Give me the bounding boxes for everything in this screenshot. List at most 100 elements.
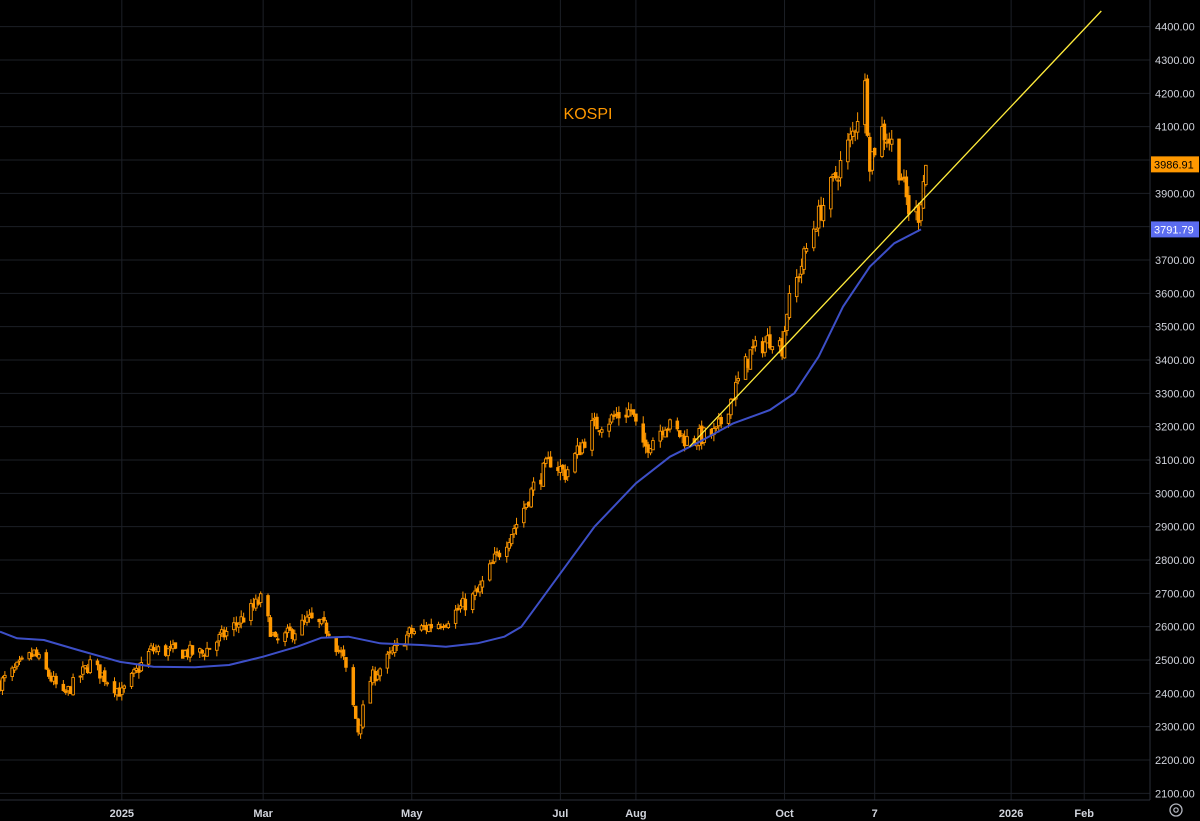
candle-body xyxy=(139,662,144,672)
y-tick-label: 3200.00 xyxy=(1155,422,1195,434)
trendline[interactable] xyxy=(689,10,1102,448)
candle-body xyxy=(361,704,365,728)
y-tick-label: 3700.00 xyxy=(1155,255,1195,267)
candle-body xyxy=(458,605,463,610)
chart-title: KOSPI xyxy=(564,106,613,123)
y-tick-label: 3900.00 xyxy=(1155,188,1195,200)
candle-body xyxy=(405,634,409,646)
candle-body xyxy=(224,631,229,637)
candle-body xyxy=(480,580,485,588)
candle-body xyxy=(846,139,850,163)
candle-body xyxy=(353,705,358,719)
candle-body xyxy=(799,265,804,275)
candle-body xyxy=(851,130,855,137)
candle-body xyxy=(924,164,928,186)
candle-body xyxy=(490,562,494,565)
last-price-label: 3986.91 xyxy=(1154,159,1194,171)
candle-body xyxy=(821,205,826,222)
candle-body xyxy=(897,138,901,181)
candle-body xyxy=(12,667,17,671)
candle-body xyxy=(505,546,509,557)
y-tick-label: 3100.00 xyxy=(1155,455,1195,467)
candle-body xyxy=(129,672,134,687)
candle-body xyxy=(283,632,287,642)
candle-body xyxy=(205,647,209,657)
candle-body xyxy=(305,616,309,623)
candle-body xyxy=(634,413,638,422)
y-tick-label: 2300.00 xyxy=(1155,722,1195,734)
moving-average-label-box xyxy=(1151,221,1199,238)
candle-body xyxy=(64,690,68,693)
x-tick-label: 2026 xyxy=(999,808,1023,820)
candle-body xyxy=(702,427,706,443)
y-tick-label: 4200.00 xyxy=(1155,88,1195,100)
candle-body xyxy=(714,426,719,429)
y-tick-label: 2900.00 xyxy=(1155,522,1195,534)
candle-body xyxy=(266,595,270,617)
candles xyxy=(0,73,928,739)
candle-body xyxy=(293,633,297,641)
candle-body xyxy=(838,160,843,179)
candle-body xyxy=(833,172,838,179)
candle-body xyxy=(453,609,458,624)
y-tick-label: 4400.00 xyxy=(1155,22,1195,34)
y-tick-label: 2400.00 xyxy=(1155,688,1195,700)
last-price-label-box xyxy=(1151,156,1199,173)
candle-body xyxy=(522,507,526,524)
candle-body xyxy=(641,423,645,443)
moving-average-line[interactable] xyxy=(0,228,922,669)
candle-body xyxy=(626,409,631,417)
y-tick-label: 2100.00 xyxy=(1155,788,1195,800)
candle-body xyxy=(258,593,263,604)
candle-body xyxy=(848,133,853,141)
candle-body xyxy=(273,631,278,638)
candle-body xyxy=(582,441,587,448)
candle-body xyxy=(680,433,684,437)
candle-body xyxy=(753,340,758,347)
time-axis[interactable]: 2025 Mar May Jul Aug Oct 7 2026 Feb xyxy=(110,808,1095,820)
y-tick-label: 2600.00 xyxy=(1155,622,1195,634)
candle-body xyxy=(631,409,636,415)
candle-body xyxy=(95,660,100,666)
candle-body xyxy=(341,649,346,657)
candle-body xyxy=(812,228,816,249)
candle-body xyxy=(921,181,926,209)
candle-body xyxy=(797,276,801,279)
x-tick-label: 7 xyxy=(872,808,878,820)
candle-body xyxy=(446,623,451,629)
candle-body xyxy=(54,675,58,685)
candle-body xyxy=(870,151,874,171)
candle-body xyxy=(529,488,533,508)
candle-body xyxy=(678,430,682,437)
candle-body xyxy=(319,618,324,625)
settings-gear-icon[interactable] xyxy=(1169,803,1183,817)
overlays xyxy=(0,10,1102,669)
candle-body xyxy=(166,648,170,657)
candle-body xyxy=(492,553,497,563)
candle-body xyxy=(919,204,923,222)
candle-body xyxy=(595,416,599,430)
candle-body xyxy=(648,448,653,454)
candle-body xyxy=(668,419,672,430)
candle-body xyxy=(829,176,833,210)
candle-body xyxy=(351,667,356,706)
candle-body xyxy=(88,659,92,674)
y-tick-label: 4100.00 xyxy=(1155,122,1195,134)
y-tick-label: 3400.00 xyxy=(1155,355,1195,367)
candle-body xyxy=(541,462,546,487)
candle-body xyxy=(768,334,772,349)
candle-body xyxy=(609,414,614,423)
candle-body xyxy=(743,356,748,380)
candle-body xyxy=(804,248,809,252)
candle-body xyxy=(34,649,39,657)
candle-body xyxy=(105,682,109,685)
candle-body xyxy=(751,346,755,349)
candle-body xyxy=(904,176,909,198)
price-axis[interactable]: 2100.00 2200.00 2300.00 2400.00 2500.00 2600.… xyxy=(1155,22,1195,801)
candle-body xyxy=(3,674,7,679)
candle-body xyxy=(322,617,326,622)
candle-body xyxy=(146,651,151,665)
candle-body xyxy=(173,642,178,649)
candle-body xyxy=(836,179,840,182)
